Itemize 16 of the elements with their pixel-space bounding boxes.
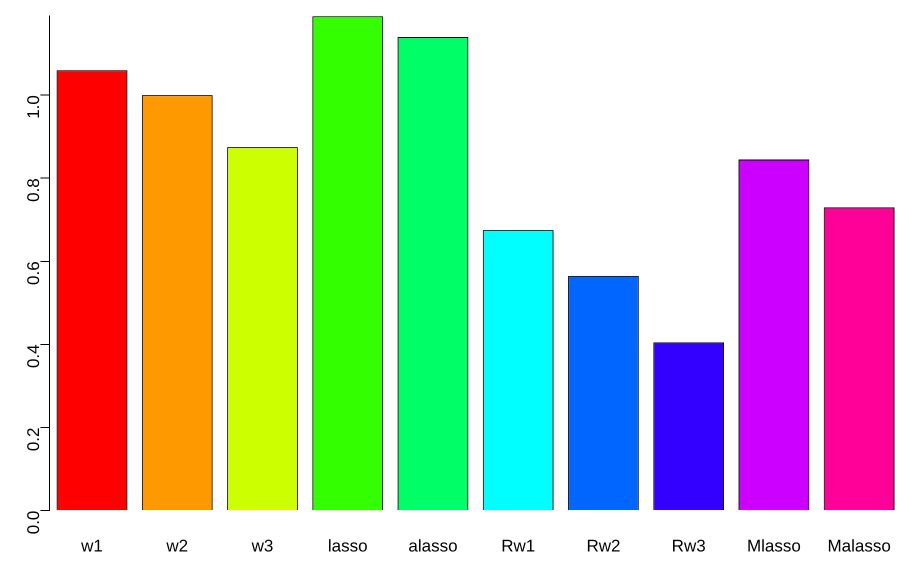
x-tick-label: Mlasso: [746, 536, 801, 556]
x-tick-label: Rw3: [672, 536, 706, 556]
x-tick-label: Rw2: [586, 536, 620, 556]
y-tick-label: 0.0: [24, 510, 44, 534]
y-tick-label: 0.8: [24, 178, 44, 202]
x-tick-label: Rw1: [501, 536, 536, 556]
y-tick-label: 0.4: [24, 344, 44, 368]
y-tick-label: 1.0: [24, 95, 44, 119]
x-tick-label: w2: [165, 536, 188, 556]
y-tick-label: 0.6: [24, 261, 44, 285]
x-tick-label: w3: [250, 536, 274, 556]
x-tick-label: alasso: [408, 536, 458, 556]
x-tick-label: w1: [80, 536, 103, 556]
x-tick-label: lasso: [328, 536, 368, 556]
y-tick-label: 0.2: [24, 428, 44, 452]
x-tick-label: Malasso: [827, 536, 891, 556]
